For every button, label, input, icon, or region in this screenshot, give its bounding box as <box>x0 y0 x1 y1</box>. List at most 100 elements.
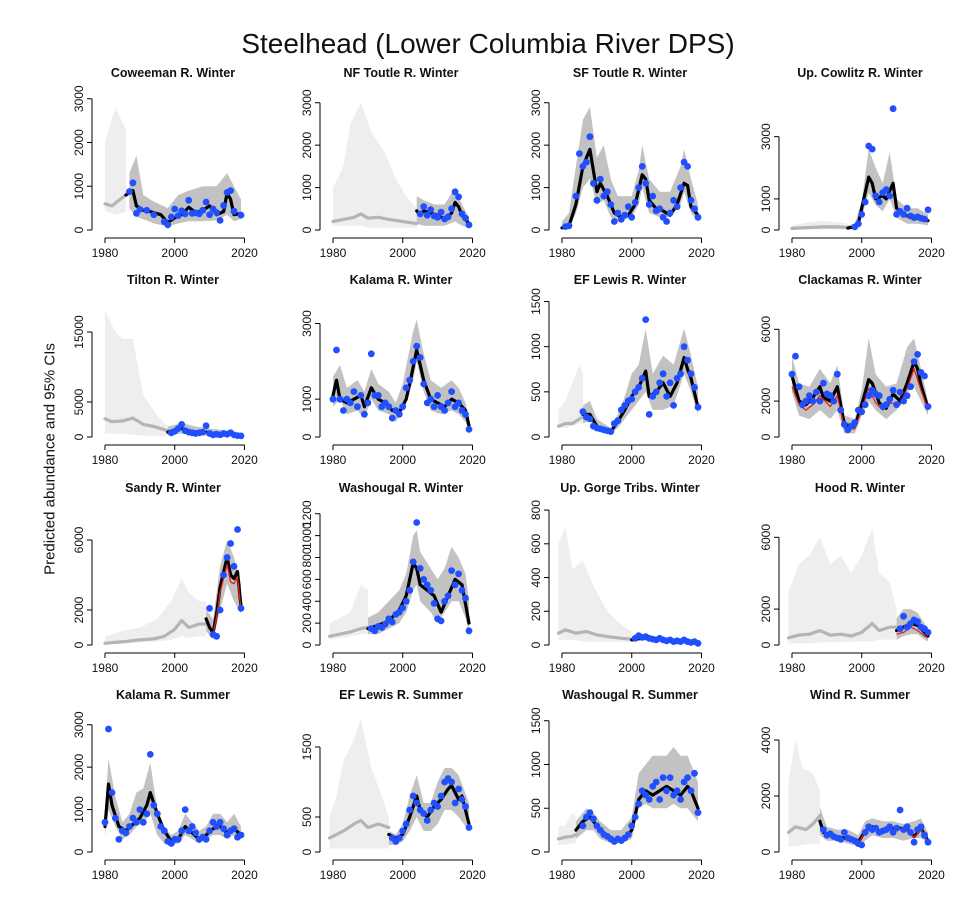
panel-title: Tilton R. Winter <box>127 273 219 287</box>
observed-point <box>840 829 848 836</box>
ci-band-early <box>558 812 576 845</box>
observed-point <box>164 221 172 229</box>
observed-point <box>900 397 907 405</box>
observed-point <box>125 188 133 195</box>
observed-point <box>659 774 667 781</box>
panel-8: Sandy R. Winter 1980 2000 2020 0 2000 6000 <box>72 481 258 675</box>
observed-point <box>122 829 130 837</box>
observed-point <box>416 354 424 361</box>
observed-point <box>910 358 918 365</box>
observed-point <box>583 158 590 166</box>
y-axis: 0 1000 2000 3000 <box>72 711 93 855</box>
panel-10: Up. Gorge Tribs. Winter 1980 2000 2020 0 200 4… <box>529 481 715 675</box>
x-tick-label: 2000 <box>848 868 875 882</box>
panel-5: Kalama R. Winter 1980 2000 2020 0 1000 3000 <box>300 273 486 467</box>
observed-point <box>237 211 245 219</box>
observed-point <box>795 383 803 391</box>
observed-point <box>586 415 594 423</box>
observed-point <box>441 407 448 414</box>
observed-point <box>806 392 813 400</box>
observed-point <box>237 831 245 839</box>
observed-point <box>216 818 224 826</box>
observed-point <box>216 606 224 614</box>
panel-title: Kalama R. Summer <box>116 688 230 702</box>
panel-0: Coweeman R. Winter 1980 2000 2020 0 1000 2000 3… <box>72 66 258 260</box>
y-tick-label: 400 <box>529 567 543 587</box>
x-tick-label: 2020 <box>459 246 486 260</box>
observed-point <box>444 213 452 221</box>
observed-point <box>673 787 681 795</box>
observed-point <box>670 196 677 204</box>
observed-point <box>875 392 883 400</box>
ci-band-early <box>105 311 168 437</box>
observed-point <box>656 205 664 213</box>
observed-point <box>139 818 147 826</box>
x-tick-label: 2020 <box>688 453 715 467</box>
x-tick-label: 2020 <box>688 661 715 675</box>
y-tick-label: 800 <box>300 547 314 567</box>
x-tick-label: 1980 <box>320 246 347 260</box>
y-tick-label: 0 <box>529 433 543 440</box>
observed-point <box>437 208 445 216</box>
panel-title: Hood R. Winter <box>815 481 905 495</box>
observed-point <box>230 207 238 215</box>
x-tick-label: 2000 <box>848 246 875 260</box>
y-tick-label: 1000 <box>529 751 543 778</box>
y-tick-label: 1000 <box>72 796 86 823</box>
ci-band-early <box>333 102 417 228</box>
observed-point <box>430 600 438 607</box>
panel-6: EF Lewis R. Winter 1980 2000 2020 0 500 1000 15… <box>529 273 715 467</box>
panel-1: NF Toutle R. Winter 1980 2000 2020 0 1000 2000… <box>300 66 486 260</box>
ci-band-early <box>105 578 207 645</box>
observed-point <box>900 612 907 620</box>
y-axis: 0 500 1000 1500 <box>529 288 550 440</box>
observed-point <box>388 618 396 626</box>
observed-point <box>220 825 228 833</box>
observed-point <box>572 192 580 200</box>
panel-12: Kalama R. Summer 1980 2000 2020 0 1000 2000 300… <box>72 688 258 882</box>
observed-point <box>788 370 796 378</box>
observed-point <box>354 403 361 411</box>
observed-point <box>448 205 455 213</box>
observed-point <box>178 827 186 835</box>
observed-point <box>409 558 417 566</box>
y-axis: 0 1000 2000 3000 <box>300 89 321 233</box>
y-axis: 0 1000 2000 3000 <box>529 89 550 233</box>
observed-point <box>336 395 344 403</box>
observed-point <box>423 211 431 219</box>
observed-point <box>202 198 210 206</box>
observed-point <box>691 205 698 213</box>
y-tick-label: 0 <box>759 641 773 648</box>
observed-point <box>645 411 653 418</box>
x-tick-label: 1980 <box>92 246 119 260</box>
y-tick-label: 3000 <box>529 89 543 116</box>
observed-point <box>621 211 629 219</box>
x-tick-label: 1980 <box>549 246 576 260</box>
alternate-estimate-line <box>212 563 242 635</box>
observed-point <box>364 399 372 407</box>
observed-point <box>385 403 393 411</box>
observed-point <box>820 826 827 833</box>
observed-point <box>858 841 866 849</box>
observed-point <box>402 384 410 392</box>
observed-point <box>150 801 158 809</box>
observed-point <box>861 829 869 836</box>
observed-point <box>374 392 382 399</box>
x-tick-label: 2000 <box>161 453 188 467</box>
observed-point <box>917 823 925 831</box>
observed-point <box>649 192 657 200</box>
observed-point <box>896 806 904 814</box>
observed-point <box>444 592 452 600</box>
observed-point <box>816 397 824 405</box>
observed-point <box>656 379 664 387</box>
observed-point <box>136 806 144 813</box>
observed-point <box>448 388 455 395</box>
y-tick-label: 5000 <box>72 388 86 415</box>
observed-point <box>105 725 112 733</box>
y-tick-label: 0 <box>72 226 86 233</box>
observed-point <box>237 604 245 612</box>
observed-point <box>420 810 428 817</box>
x-tick-label: 2020 <box>918 453 945 467</box>
